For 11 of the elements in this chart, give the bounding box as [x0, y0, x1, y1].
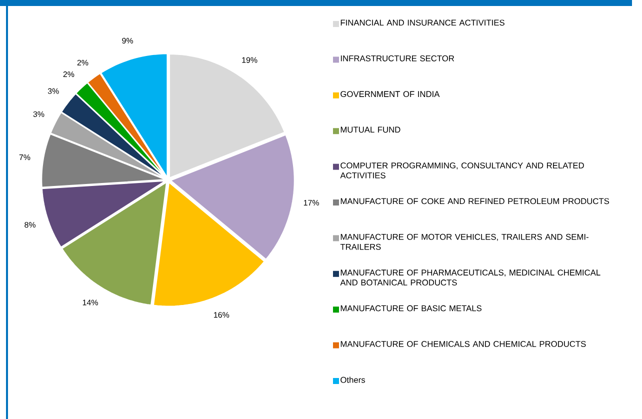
legend-label: MUTUAL FUND: [340, 126, 400, 133]
legend-label: Others: [340, 376, 366, 383]
legend-label: MANUFACTURE OF PHARMACEUTICALS, MEDICINAL CHEMICAL AND BOTANICAL PRODUCTS: [340, 270, 600, 286]
legend-label: MANUFACTURE OF MOTOR VEHICLES, TRAILERS AND SEMI-TRAILERS: [340, 234, 588, 250]
legend-label: INFRASTRUCTURE SECTOR: [340, 55, 454, 62]
legend-label: MANUFACTURE OF CHEMICALS AND CHEMICAL PRODUCTS: [340, 341, 586, 347]
legend-label: GOVERNMENT OF INDIA: [340, 91, 440, 98]
legend-label: FINANCIAL AND INSURANCE ACTIVITIES: [340, 20, 504, 26]
legend-label: MANUFACTURE OF BASIC METALS: [340, 305, 482, 312]
legend-label: COMPUTER PROGRAMMING, CONSULTANCY AND RELATED ACTIVITIES: [340, 162, 584, 178]
legend-label: MANUFACTURE OF COKE AND REFINED PETROLEUM PRODUCTS: [340, 198, 610, 204]
